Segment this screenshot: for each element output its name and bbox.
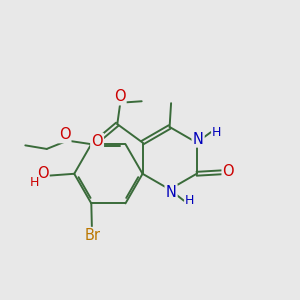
Text: O: O: [91, 134, 103, 149]
Text: Br: Br: [85, 228, 101, 243]
Text: O: O: [114, 89, 125, 104]
Text: O: O: [59, 127, 70, 142]
Text: N: N: [166, 185, 176, 200]
Text: H: H: [30, 176, 39, 189]
Text: O: O: [223, 164, 234, 179]
Text: N: N: [193, 131, 203, 146]
Text: H: H: [185, 194, 194, 207]
Text: H: H: [212, 126, 221, 139]
Text: O: O: [37, 166, 49, 181]
